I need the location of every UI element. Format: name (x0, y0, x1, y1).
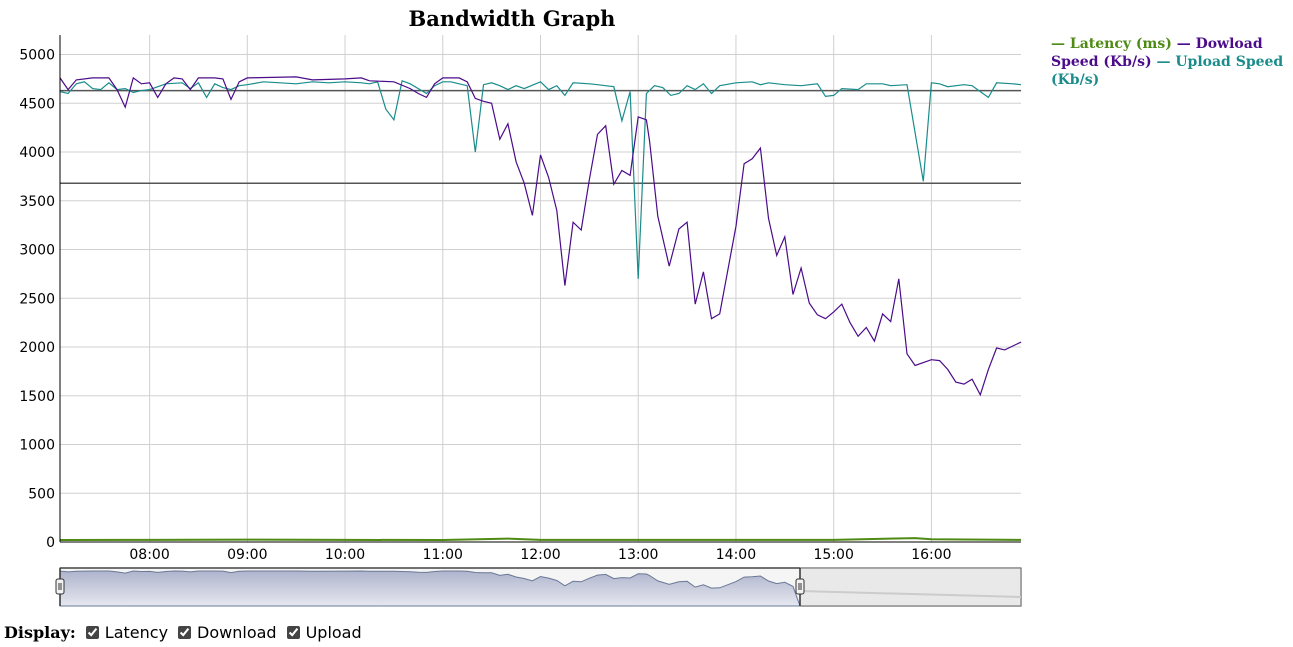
chart-title: Bandwidth Graph (409, 6, 616, 31)
y-tick-label: 500 (28, 486, 55, 502)
tick-labels: 0 500 1000 1500 2000 2500 3000 3500 4000 4500 5000… (19, 48, 951, 564)
y-tick-label: 4000 (19, 145, 55, 161)
grid (60, 35, 1021, 543)
series-lines (59, 76, 1022, 542)
x-tick-label: 11:00 (423, 547, 463, 563)
y-tick-label: 1000 (19, 438, 55, 454)
latency-option-label: Latency (104, 623, 169, 642)
x-tick-label: 10:00 (325, 547, 365, 563)
display-download-option[interactable]: Download (178, 623, 277, 642)
x-tick-label: 14:00 (716, 547, 756, 563)
range-navigator[interactable] (55, 567, 1022, 607)
navigator-right-handle[interactable] (795, 578, 805, 595)
chart-legend: — Latency (ms) — Dowload Speed (Kb/s) — … (1051, 35, 1291, 89)
display-options: Display: Latency Download Upload (4, 623, 372, 642)
x-tick-label: 16:00 (911, 547, 951, 563)
latency-checkbox[interactable] (85, 626, 99, 639)
upload-checkbox[interactable] (286, 626, 300, 639)
y-tick-label: 2500 (19, 291, 55, 307)
x-tick-label: 12:00 (520, 547, 560, 563)
legend-upload: — Upload Speed (Kb/s) (1051, 54, 1284, 88)
series-line-upload (59, 79, 1022, 279)
y-tick-label: 3000 (19, 243, 55, 259)
series-line-latency (59, 537, 1022, 542)
y-tick-label: 5000 (19, 48, 55, 64)
y-tick-label: 0 (46, 535, 55, 551)
display-upload-option[interactable]: Upload (286, 623, 362, 642)
navigator-trail (799, 590, 1022, 598)
x-tick-label: 08:00 (129, 547, 169, 563)
navigator-area (59, 570, 801, 607)
download-option-label: Download (197, 623, 277, 642)
display-label: Display: (4, 623, 76, 642)
display-latency-option[interactable]: Latency (85, 623, 169, 642)
y-tick-label: 4500 (19, 96, 55, 112)
navigator-left-handle[interactable] (55, 578, 65, 595)
upload-option-label: Upload (305, 623, 362, 642)
legend-download: — Dowload Speed (Kb/s) (1051, 36, 1263, 70)
y-tick-label: 1500 (19, 389, 55, 405)
y-tick-label: 2000 (19, 340, 55, 356)
download-checkbox[interactable] (178, 626, 192, 639)
axes (59, 35, 1021, 543)
x-tick-label: 15:00 (814, 547, 854, 563)
x-tick-label: 13:00 (618, 547, 658, 563)
y-tick-label: 3500 (19, 194, 55, 210)
legend-latency: — Latency (ms) (1051, 36, 1172, 52)
x-tick-label: 09:00 (227, 547, 267, 563)
series-line-download (59, 76, 1022, 397)
reference-lines (60, 89, 1021, 184)
navigator-unselected (800, 568, 1021, 606)
